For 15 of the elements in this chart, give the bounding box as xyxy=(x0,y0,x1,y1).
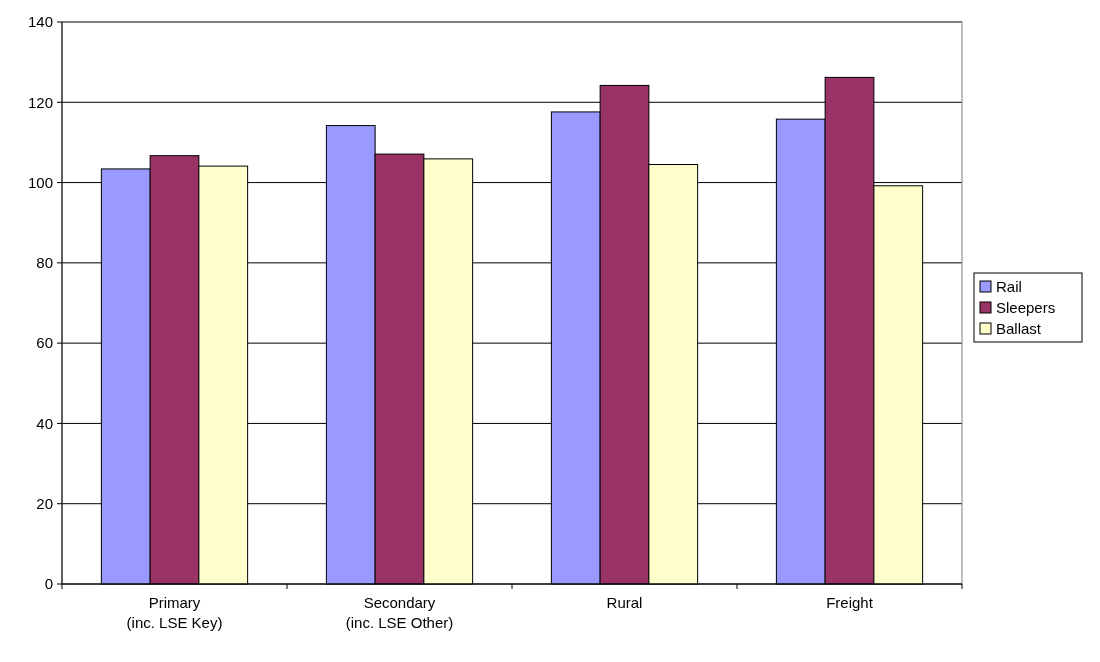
legend-label: Sleepers xyxy=(996,299,1056,316)
y-tick-label: 0 xyxy=(44,575,53,593)
x-tick-label: Secondary (inc. LSE Other) xyxy=(345,594,454,631)
y-tick-label: 80 xyxy=(36,254,53,272)
legend-label: Rail xyxy=(996,278,1022,295)
y-tick-label: 140 xyxy=(27,13,53,31)
y-tick-label: 60 xyxy=(36,334,53,352)
x-tick-label: Rural xyxy=(606,594,643,611)
y-tick-label: 40 xyxy=(36,414,53,432)
x-tick-label: Primary (inc. LSE Key) xyxy=(126,594,223,631)
y-tick-label: 100 xyxy=(27,173,53,191)
x-tick-label: Freight xyxy=(826,594,874,611)
y-tick-label: 20 xyxy=(36,494,53,512)
y-tick-label: 120 xyxy=(27,93,53,111)
legend-label: Ballast xyxy=(996,320,1042,337)
